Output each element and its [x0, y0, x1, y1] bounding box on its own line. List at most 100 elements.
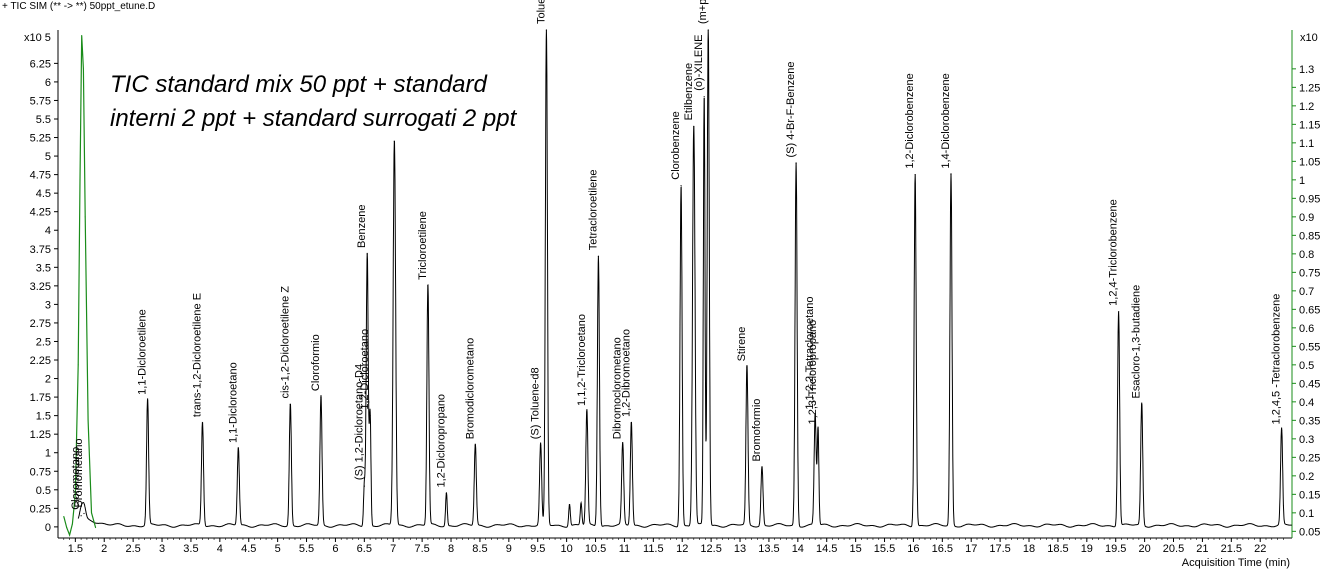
x-tick-label: 1.5 — [68, 543, 83, 555]
y2-tick-label: 0.75 — [1299, 267, 1320, 279]
y-tick-label: 2.25 — [30, 355, 51, 367]
peak-apex — [427, 285, 429, 287]
x-tick-label: 5 — [275, 543, 281, 555]
green-trace-point — [95, 527, 97, 529]
x-tick-label: 2 — [101, 543, 107, 555]
peak-apex — [80, 515, 82, 517]
y2-tick-label: 0.6 — [1299, 323, 1314, 335]
green-trace-point — [71, 523, 73, 525]
chart-traces — [63, 29, 1292, 537]
green-trace-point — [81, 35, 83, 37]
peak-apex — [814, 415, 816, 417]
y2-tick-label: 0.85 — [1299, 230, 1320, 242]
x-tick-label: 8 — [448, 543, 454, 555]
peak-label: Esacloro-1,3-butadiene — [1131, 285, 1143, 399]
peak-apex — [795, 162, 797, 165]
y-tick-label: 1.25 — [30, 429, 51, 441]
y-tick-label: 3.75 — [30, 244, 51, 256]
peak-apex — [580, 504, 582, 506]
annotation-line-1: TIC standard mix 50 ppt + standard — [110, 71, 487, 98]
x-tick-label: 6.5 — [357, 543, 372, 555]
x-tick-label: 12 — [676, 543, 688, 555]
peak-label: 1,1-Dicloroetano — [227, 362, 239, 443]
peak-apex — [761, 466, 763, 469]
peak-label: 1,2,4,5 -Tetraclorobenzene — [1271, 294, 1283, 425]
peak-apex — [369, 415, 371, 417]
peak-apex — [363, 485, 365, 487]
chart-annotation: TIC standard mix 50 ppt + standard inter… — [110, 68, 516, 136]
peak-label: Cloroformio — [310, 334, 322, 391]
x-tick-label: 21.5 — [1221, 543, 1242, 555]
y2-tick-label: 0.15 — [1299, 489, 1320, 501]
green-trace-point — [87, 419, 89, 421]
x-tick-label: 17 — [965, 543, 977, 555]
peak-label: (S) 4-Br-F-Benzene — [785, 62, 797, 158]
y2-tick-label: 0.2 — [1299, 471, 1314, 483]
peak-apex — [540, 444, 542, 446]
green-trace-point — [66, 527, 68, 529]
y2-tick-label: 0.65 — [1299, 304, 1320, 316]
peak-apex — [366, 253, 368, 255]
x-tick-label: 20.5 — [1163, 543, 1184, 555]
peak-label: 1,2-Dibromoetano — [620, 329, 632, 417]
annotation-line-2: interni 2 ppt + standard surrogati 2 ppt — [110, 105, 517, 132]
peak-apex — [146, 400, 149, 402]
y-tick-label: 0.75 — [30, 466, 51, 478]
peak-apex — [474, 444, 476, 446]
x-tick-label: 4.5 — [241, 543, 256, 555]
x-tick-label: 12.5 — [700, 543, 721, 555]
green-trace-point — [63, 516, 65, 518]
y2-tick-label: 0.95 — [1299, 193, 1320, 205]
y-tick-label: 4.25 — [30, 207, 51, 219]
peak-label: Tricloroetilene — [417, 211, 429, 280]
peak-label: Bromodiclorometano — [464, 338, 476, 440]
y-tick-label: 5.5 — [36, 114, 51, 126]
y-tick-label: 2 — [45, 374, 51, 386]
x-tick-label: 16 — [907, 543, 919, 555]
x-tick-label: 10 — [561, 543, 573, 555]
y2-tick-label: 1.3 — [1299, 64, 1314, 76]
peak-label: trans-1,2-Dicloroetilene E — [191, 293, 203, 417]
peak-label: (m+p)-XILENI — [697, 0, 709, 24]
y-tick-label: 4.5 — [36, 188, 51, 200]
x-tick-label: 4 — [217, 543, 223, 555]
peak-label: (S) 1,2-Dicloroetano-D4 — [353, 364, 365, 480]
tic-trace-line — [77, 29, 1292, 528]
peak-apex — [1280, 429, 1283, 432]
y2-tick-label: 0.05 — [1299, 526, 1320, 538]
y2-tick-label: 1.25 — [1299, 82, 1320, 94]
x-tick-label: 19.5 — [1105, 543, 1126, 555]
y-tick-label: 5 — [45, 151, 51, 163]
y-tick-label: 3.5 — [36, 262, 51, 274]
x-tick-label: 7.5 — [414, 543, 429, 555]
y2-tick-label: 0.55 — [1299, 341, 1320, 353]
y-tick-label: 1.75 — [30, 392, 51, 404]
y2-tick-label: 1 — [1299, 175, 1305, 187]
peak-label: Dibromoclorometano — [612, 337, 624, 439]
peak-apex — [950, 174, 952, 176]
peak-label: Toluene — [535, 0, 547, 24]
peak-apex — [817, 429, 819, 432]
x-tick-label: 9.5 — [530, 543, 545, 555]
x-tick-label: 8.5 — [472, 543, 487, 555]
x-tick-label: 14 — [792, 543, 804, 555]
x-tick-label: 13 — [734, 543, 746, 555]
peak-apex — [1118, 311, 1120, 313]
peak-label: Tetracloroetilene — [587, 169, 599, 250]
x-tick-label: 7 — [390, 543, 396, 555]
green-trace-point — [84, 216, 86, 218]
peak-apex — [693, 125, 695, 128]
y-tick-label: 6.25 — [30, 58, 51, 70]
peak-label: 1,2-Diclorobenzene — [904, 73, 916, 168]
peak-apex — [630, 422, 632, 424]
peak-apex — [680, 185, 682, 187]
green-trace-point — [79, 179, 81, 181]
peak-label: (S) Toluene-d8 — [530, 367, 542, 439]
y2-axis-multiplier: x10 — [1300, 32, 1318, 44]
peak-apex — [586, 411, 588, 413]
x-tick-label: 9 — [506, 543, 512, 555]
peak-label: 1,2-Dicloroetano — [359, 329, 371, 410]
y2-tick-label: 0.3 — [1299, 434, 1314, 446]
green-trace-point — [74, 493, 76, 495]
